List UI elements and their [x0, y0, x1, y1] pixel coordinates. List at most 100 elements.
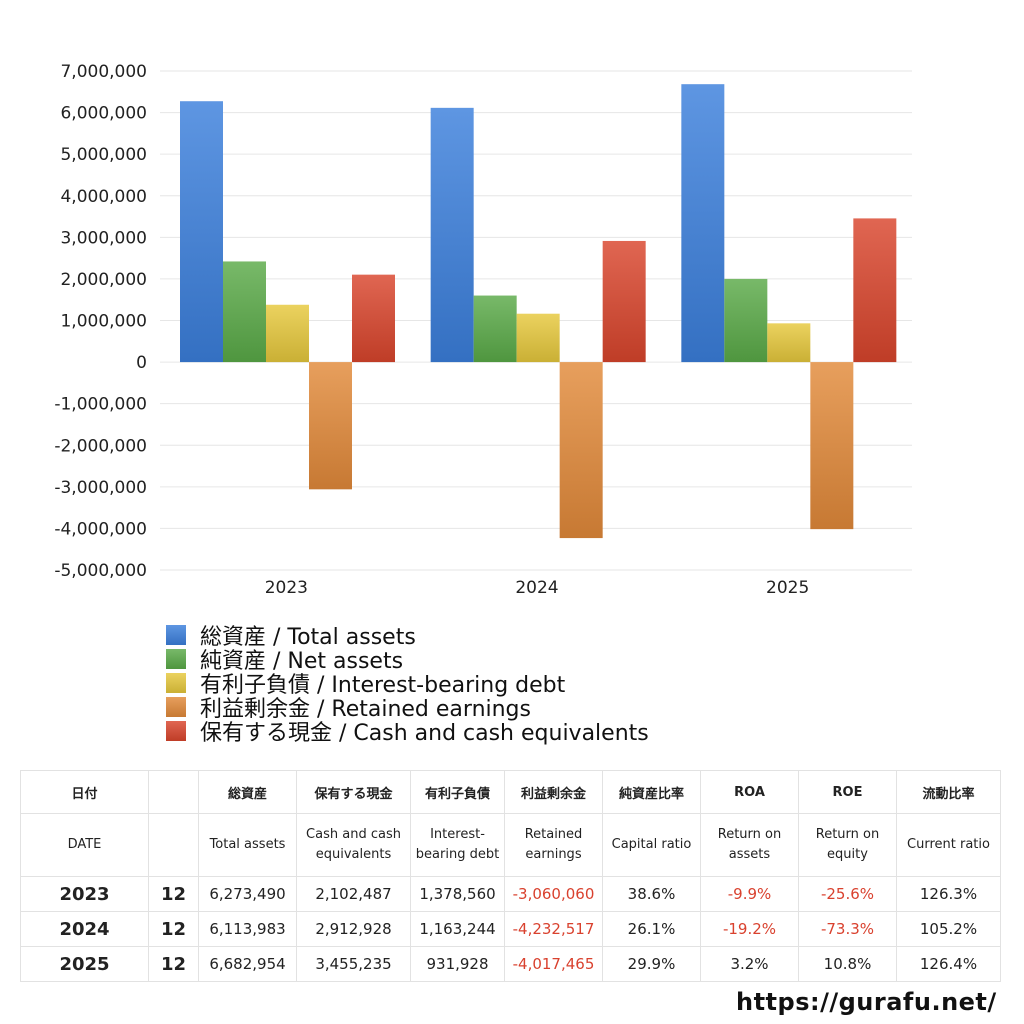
table-cell: -9.9% [700, 876, 799, 912]
table-cell: Total assets [198, 813, 297, 877]
table-cell: 931,928 [410, 946, 505, 982]
y-tick-label: -3,000,000 [54, 478, 147, 498]
legend-swatch [166, 721, 186, 741]
table-cell: 流動比率 [896, 770, 1001, 814]
x-tick-label: 2025 [766, 578, 809, 598]
y-tick-label: 6,000,000 [60, 104, 147, 124]
table-cell: Cash and cash equivalents [296, 813, 411, 877]
financial-table: 日付 総資産 保有する現金 有利子負債 利益剰余金 純資産比率 ROA ROE 流動比率 DATE… [20, 770, 1001, 982]
x-tick-label: 2023 [265, 578, 308, 598]
bar [767, 323, 811, 363]
bar [516, 313, 560, 363]
table-row: 2025 12 6,682,954 3,455,235 931,928 -4,017,46… [20, 946, 1001, 982]
table-cell: 総資産 [198, 770, 297, 814]
y-tick-label: 3,000,000 [60, 228, 147, 248]
table-row: DATE Total assets Cash and cash equivalent… [20, 813, 1001, 877]
legend-swatch [166, 625, 186, 645]
table-cell: Return on assets [700, 813, 799, 877]
table-cell: 3,455,235 [296, 946, 411, 982]
bar [810, 362, 854, 530]
table-cell: 2024 [20, 911, 149, 947]
bar [559, 362, 603, 539]
bar [430, 107, 474, 363]
legend-item: 有利子負債 / Interest-bearing debt [166, 671, 649, 698]
x-tick-label: 2024 [515, 578, 558, 598]
y-tick-label: -2,000,000 [54, 436, 147, 456]
table-cell: 3.2% [700, 946, 799, 982]
legend-item: 純資産 / Net assets [166, 647, 649, 674]
y-tick-label: 5,000,000 [60, 145, 147, 165]
table-cell: 6,682,954 [198, 946, 297, 982]
table-cell: 2025 [20, 946, 149, 982]
legend-label: 有利子負債 / Interest-bearing debt [200, 673, 566, 698]
table-cell: 10.8% [798, 946, 897, 982]
table-cell: 26.1% [602, 911, 701, 947]
y-tick-label: 1,000,000 [60, 312, 147, 332]
bar [602, 240, 646, 363]
legend-item: 利益剰余金 / Retained earnings [166, 695, 649, 722]
legend-item: 保有する現金 / Cash and cash equivalents [166, 719, 649, 746]
y-tick-label: 7,000,000 [60, 62, 147, 82]
table-cell: 38.6% [602, 876, 701, 912]
table-cell: 29.9% [602, 946, 701, 982]
table-cell: 保有する現金 [296, 770, 411, 814]
bar [309, 362, 352, 490]
bar [352, 274, 395, 363]
bar [473, 295, 517, 363]
y-tick-label: 2,000,000 [60, 270, 147, 290]
legend-label: 保有する現金 / Cash and cash equivalents [200, 721, 649, 746]
table-cell: Retained earnings [504, 813, 603, 877]
y-tick-label: -5,000,000 [54, 561, 147, 581]
bar [724, 278, 768, 363]
table-cell: Return on equity [798, 813, 897, 877]
table-cell: 12 [148, 911, 199, 947]
table-cell: 1,163,244 [410, 911, 505, 947]
table-cell: 126.3% [896, 876, 1001, 912]
legend-swatch [166, 673, 186, 693]
table-cell: ROE [798, 770, 897, 814]
table-cell: -4,232,517 [504, 911, 603, 947]
table-cell: -25.6% [798, 876, 897, 912]
site-url[interactable]: https://gurafu.net/ [736, 988, 997, 1016]
legend-swatch [166, 649, 186, 669]
legend-swatch [166, 697, 186, 717]
table-cell: 12 [148, 876, 199, 912]
table-cell: -3,060,060 [504, 876, 603, 912]
table-cell: 有利子負債 [410, 770, 505, 814]
table-cell: Interest-bearing debt [410, 813, 505, 877]
table-cell: 6,273,490 [198, 876, 297, 912]
table-cell [148, 813, 199, 877]
table-cell: Current ratio [896, 813, 1001, 877]
table-cell: -19.2% [700, 911, 799, 947]
table-row: 2023 12 6,273,490 2,102,487 1,378,560 -3,060,… [20, 876, 1001, 912]
bar [681, 84, 725, 363]
table-row: 2024 12 6,113,983 2,912,928 1,163,244 -4,232,… [20, 911, 1001, 947]
table-cell: 1,378,560 [410, 876, 505, 912]
y-tick-label: 4,000,000 [60, 187, 147, 207]
legend-label: 純資産 / Net assets [200, 649, 404, 674]
table-cell: Capital ratio [602, 813, 701, 877]
table-cell: ROA [700, 770, 799, 814]
bar [266, 304, 309, 363]
table-cell: 純資産比率 [602, 770, 701, 814]
table-cell [148, 770, 199, 814]
table-cell: 105.2% [896, 911, 1001, 947]
bar [223, 261, 266, 363]
table-cell: 126.4% [896, 946, 1001, 982]
bar-chart: 7,000,000 6,000,000 5,000,000 4,000,000 3,00… [54, 62, 912, 598]
table-cell: 日付 [20, 770, 149, 814]
table-cell: DATE [20, 813, 149, 877]
table-cell: -73.3% [798, 911, 897, 947]
table-cell: 12 [148, 946, 199, 982]
legend-item: 総資産 / Total assets [166, 623, 649, 650]
table-cell: 利益剰余金 [504, 770, 603, 814]
table-cell: 6,113,983 [198, 911, 297, 947]
legend-label: 総資産 / Total assets [200, 625, 416, 650]
table-cell: 2023 [20, 876, 149, 912]
y-tick-label: -1,000,000 [54, 395, 147, 415]
table-cell: 2,912,928 [296, 911, 411, 947]
table-row: 日付 総資産 保有する現金 有利子負債 利益剰余金 純資産比率 ROA ROE 流動比率 [20, 770, 1001, 814]
y-tick-label: -4,000,000 [54, 519, 147, 539]
table-cell: -4,017,465 [504, 946, 603, 982]
bar [180, 101, 223, 363]
